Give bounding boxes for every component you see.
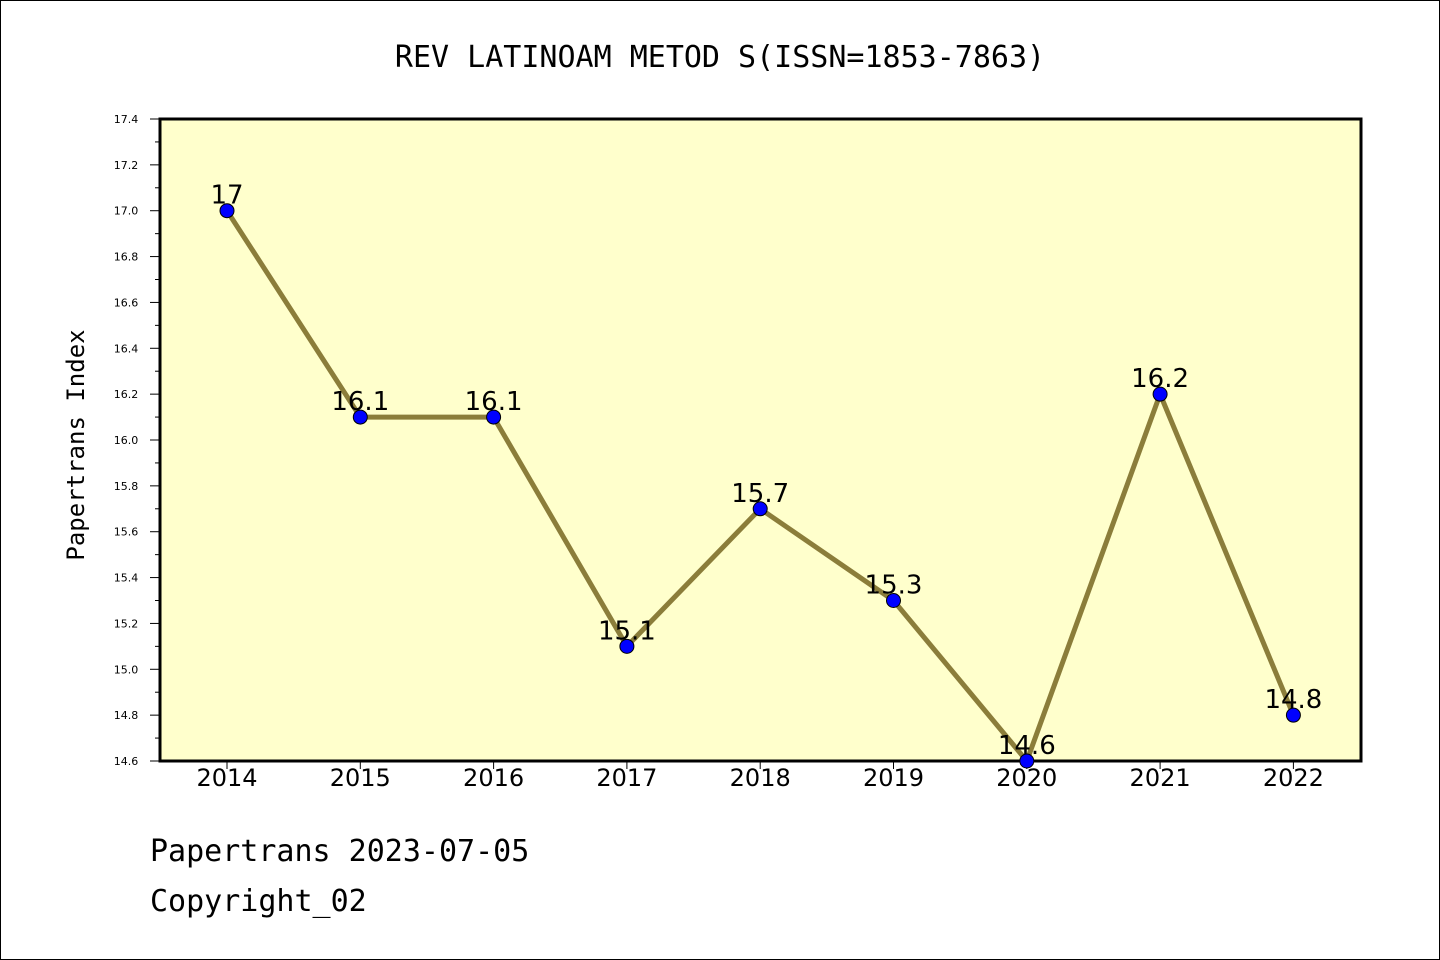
data-point <box>752 501 768 517</box>
y-tick-label: 16.2 <box>114 388 139 401</box>
x-tick-label: 2014 <box>196 764 257 792</box>
data-point <box>619 638 635 654</box>
y-tick-label: 16.0 <box>114 434 139 447</box>
plot-area <box>158 117 1363 763</box>
y-tick-label: 16.8 <box>114 251 139 264</box>
data-label: 14.6 <box>998 731 1056 761</box>
y-tick-label: 16.6 <box>114 296 139 309</box>
y-axis-label: Papertrans Index <box>62 329 90 560</box>
data-markers <box>219 203 1301 769</box>
x-tick-label: 2016 <box>463 764 524 792</box>
y-tick-label: 15.0 <box>114 663 139 676</box>
data-label: 15.7 <box>731 479 789 509</box>
y-tick-label: 15.2 <box>114 617 139 630</box>
y-tick-label: 17.2 <box>114 159 139 172</box>
data-labels: 17 16.1 16.1 15.1 15.7 15.3 14.6 16.2 14.8 <box>210 181 1322 761</box>
data-point <box>1152 386 1168 402</box>
x-tick-label: 2022 <box>1263 764 1324 792</box>
x-tick-label: 2018 <box>730 764 791 792</box>
y-tick-label: 16.4 <box>114 342 139 355</box>
data-label: 16.2 <box>1131 364 1189 394</box>
y-axis-ticks: 14.6 14.8 15.0 15.2 15.4 15.6 15.8 16.0 16.2 16.4… <box>114 113 160 768</box>
x-tick-label: 2020 <box>996 764 1057 792</box>
data-label: 16.1 <box>331 387 389 417</box>
data-label: 15.3 <box>865 571 923 601</box>
y-tick-label: 17.0 <box>114 205 139 218</box>
y-tick-label: 14.8 <box>114 709 139 722</box>
chart-title: REV LATINOAM METOD S(ISSN=1853-7863) <box>395 40 1045 75</box>
data-point <box>219 203 235 219</box>
x-tick-label: 2017 <box>596 764 657 792</box>
footer-copyright: Copyright_02 <box>150 884 367 919</box>
y-tick-label: 15.8 <box>114 480 139 493</box>
footer-date: Papertrans 2023-07-05 <box>150 834 530 869</box>
data-point <box>1019 753 1035 769</box>
x-tick-label: 2019 <box>863 764 924 792</box>
y-tick-label: 17.4 <box>114 113 139 126</box>
y-tick-label: 14.6 <box>114 755 139 768</box>
data-label: 17 <box>210 181 243 211</box>
data-label: 16.1 <box>465 387 523 417</box>
data-point <box>486 409 502 425</box>
x-tick-label: 2015 <box>330 764 391 792</box>
y-tick-label: 15.4 <box>114 572 139 585</box>
data-point <box>886 593 901 608</box>
data-point <box>352 409 368 425</box>
data-label: 15.1 <box>598 616 656 646</box>
data-label: 14.8 <box>1264 685 1322 715</box>
x-axis-ticks: 2014 2015 2016 2017 2018 2019 2020 2021 2022 <box>196 761 1324 792</box>
data-point <box>1285 707 1301 723</box>
y-tick-label: 15.6 <box>114 526 139 539</box>
x-tick-label: 2021 <box>1130 764 1191 792</box>
